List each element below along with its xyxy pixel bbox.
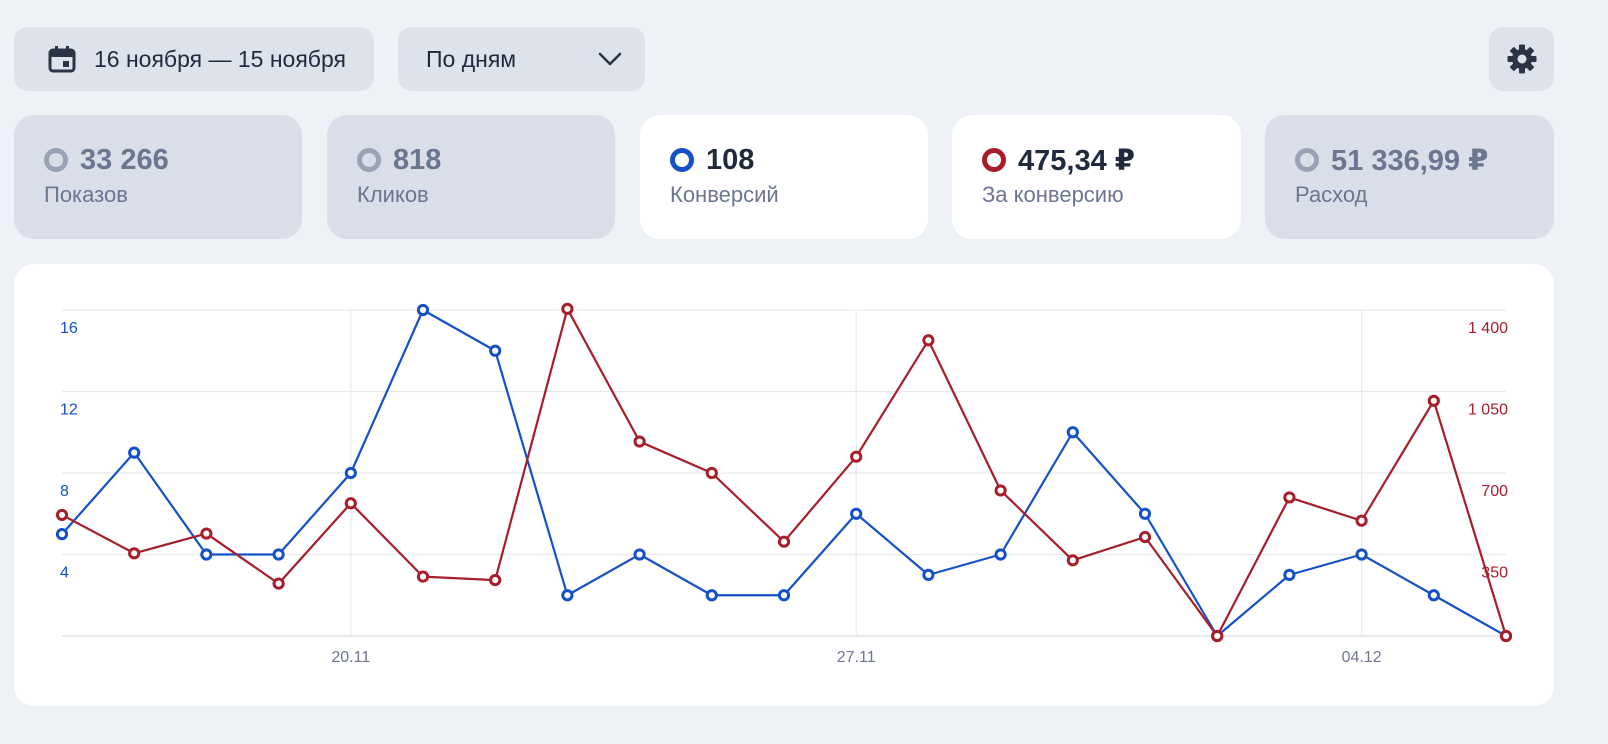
data-point bbox=[272, 548, 285, 561]
x-tick-label: 20.11 bbox=[331, 649, 370, 666]
data-point bbox=[705, 589, 718, 602]
data-point bbox=[416, 570, 430, 583]
data-point bbox=[994, 548, 1007, 561]
metric-card-spend[interactable]: 51 336,99 ₽ Расход bbox=[1265, 115, 1554, 239]
metric-value: 475,34 ₽ bbox=[1018, 144, 1135, 177]
data-point bbox=[850, 450, 863, 463]
metric-label: Конверсий bbox=[670, 182, 779, 207]
data-point bbox=[561, 302, 574, 315]
data-point bbox=[1427, 394, 1440, 407]
x-tick-label: 27.11 bbox=[837, 649, 876, 666]
data-point bbox=[922, 568, 935, 581]
metric-label: Расход bbox=[1295, 182, 1368, 207]
metric-value: 108 bbox=[706, 143, 755, 176]
x-tick-label: 04.12 bbox=[1342, 649, 1382, 666]
calendar-icon bbox=[48, 46, 76, 73]
series-toggle-icon bbox=[982, 148, 1006, 172]
metric-label: Показов bbox=[44, 182, 128, 207]
data-point bbox=[850, 507, 863, 520]
metric-value: 818 bbox=[393, 143, 442, 176]
data-point bbox=[633, 435, 646, 448]
data-point bbox=[1211, 629, 1224, 643]
metric-card-conversions[interactable]: 108 Конверсий bbox=[640, 115, 928, 239]
data-point bbox=[1499, 629, 1513, 643]
data-point bbox=[633, 548, 646, 561]
data-point bbox=[489, 344, 502, 357]
metric-value: 33 266 bbox=[80, 143, 169, 176]
data-point bbox=[200, 527, 213, 540]
data-point bbox=[1427, 589, 1440, 602]
chevron-down-icon bbox=[598, 52, 622, 66]
y-left-tick-label: 8 bbox=[60, 483, 69, 500]
gear-icon bbox=[1507, 44, 1536, 74]
settings-button[interactable] bbox=[1489, 27, 1554, 91]
data-point bbox=[344, 466, 357, 480]
data-point bbox=[1355, 548, 1368, 561]
date-range-label: 16 ноября — 15 ноября bbox=[94, 45, 346, 72]
series-toggle-icon bbox=[357, 148, 381, 172]
metric-label: Кликов bbox=[357, 182, 429, 207]
data-point bbox=[1283, 491, 1296, 504]
data-point bbox=[55, 528, 69, 541]
data-point bbox=[55, 508, 69, 522]
metric-card-cost-per-conversion[interactable]: 475,34 ₽ За конверсию bbox=[952, 115, 1241, 239]
series-toggle-icon bbox=[1295, 148, 1319, 172]
grouping-select[interactable]: По дням bbox=[398, 27, 645, 91]
data-point bbox=[344, 497, 357, 510]
data-point bbox=[1066, 554, 1079, 567]
data-point bbox=[922, 334, 935, 347]
data-point bbox=[416, 303, 430, 317]
y-right-tick-label: 1 050 bbox=[1468, 402, 1508, 419]
data-point bbox=[200, 548, 213, 561]
data-point bbox=[561, 589, 574, 602]
y-left-tick-label: 12 bbox=[60, 402, 78, 419]
y-right-tick-label: 700 bbox=[1481, 483, 1508, 500]
grouping-label: По дням bbox=[426, 45, 517, 72]
data-point bbox=[1138, 507, 1152, 520]
date-range-picker[interactable]: 16 ноября — 15 ноября bbox=[14, 27, 374, 91]
data-point bbox=[994, 484, 1007, 497]
metric-value: 51 336,99 ₽ bbox=[1331, 144, 1489, 177]
data-point bbox=[128, 446, 141, 459]
data-point bbox=[128, 547, 141, 560]
metric-card-clicks[interactable]: 818 Кликов bbox=[327, 115, 615, 239]
data-point bbox=[777, 589, 791, 602]
y-left-tick-label: 16 bbox=[60, 320, 78, 337]
data-point bbox=[705, 466, 718, 480]
data-point bbox=[1138, 530, 1152, 544]
y-left-tick-label: 4 bbox=[60, 565, 69, 582]
data-point bbox=[1066, 426, 1079, 439]
series-toggle-icon bbox=[44, 148, 68, 172]
y-right-tick-label: 1 400 bbox=[1468, 320, 1508, 337]
data-point bbox=[777, 535, 791, 548]
chart-panel: 20.11 27.11 04.12 4 8 12 16 350 700 1 050 1 400 bbox=[14, 264, 1554, 706]
data-point bbox=[1355, 514, 1368, 527]
data-point bbox=[1283, 568, 1296, 581]
data-point bbox=[489, 574, 502, 587]
series-toggle-icon bbox=[670, 148, 694, 172]
data-point bbox=[272, 577, 285, 590]
metric-card-impressions[interactable]: 33 266 Показов bbox=[14, 115, 302, 239]
metric-label: За конверсию bbox=[982, 182, 1124, 207]
